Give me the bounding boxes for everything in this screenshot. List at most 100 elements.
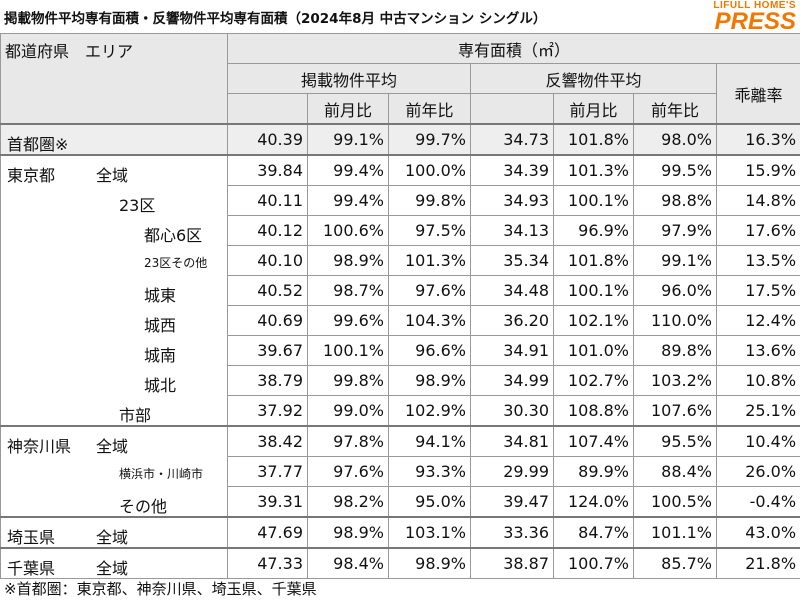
cell-value: 101.3% xyxy=(388,245,471,276)
cell-value: 43.0% xyxy=(715,516,800,549)
row-label: 城東 xyxy=(0,275,228,306)
cell-value: 100.6% xyxy=(307,215,389,246)
cell-value: 103.1% xyxy=(388,516,471,549)
header-blank xyxy=(227,93,308,125)
cell-value: 99.8% xyxy=(388,185,471,216)
cell-value: 34.48 xyxy=(470,275,554,306)
header-sub: 前月比 xyxy=(553,93,634,125)
table-row: 城南 39.67 100.1% 96.6% 34.91 101.0% 89.8% 13.6% xyxy=(0,335,800,366)
cell-value: 95.5% xyxy=(633,425,717,457)
cell-value: 25.1% xyxy=(715,395,800,427)
cell-value: 40.11 xyxy=(227,185,308,216)
cell-value: 95.0% xyxy=(388,486,471,518)
footnote: ※首都圏：東京都、神奈川県、埼玉県、千葉県 xyxy=(4,580,317,598)
cell-value: 100.1% xyxy=(553,275,634,306)
logo-top: LIFULL HOME'S xyxy=(713,0,796,11)
header-blank xyxy=(470,93,554,125)
table-row: 城西 40.69 99.6% 104.3% 36.20 102.1% 110.0% 12.4% xyxy=(0,305,800,336)
cell-value: 101.8% xyxy=(553,123,634,156)
area: 城南 xyxy=(144,345,177,365)
cell-value: 99.1% xyxy=(633,245,717,276)
cell-value: 97.6% xyxy=(388,275,471,306)
cell-value: 34.13 xyxy=(470,215,554,246)
prefecture: 首都圏※ xyxy=(7,135,69,154)
table-row: 千葉県 全域 47.33 98.4% 98.9% 38.87 100.7% 85.7% 21.8… xyxy=(0,547,800,579)
cell-value: 94.1% xyxy=(388,425,471,457)
cell-value: 29.99 xyxy=(470,456,554,487)
cell-value: 10.8% xyxy=(715,365,800,396)
cell-value: 98.9% xyxy=(307,245,389,276)
cell-value: 107.4% xyxy=(553,425,634,457)
cell-value: 37.77 xyxy=(227,456,308,487)
table-row: 城東 40.52 98.7% 97.6% 34.48 100.1% 96.0% 17.5% xyxy=(0,275,800,306)
header-sub: 前月比 xyxy=(307,93,389,125)
table-row: 市部 37.92 99.0% 102.9% 30.30 108.8% 107.6% 25.1% xyxy=(0,395,800,427)
title: 掲載物件平均専有面積・反響物件平均専有面積（2024年8月 中古マンション シン… xyxy=(4,11,547,27)
cell-value: 97.8% xyxy=(307,425,389,457)
cell-value: 102.9% xyxy=(388,395,471,427)
row-label: 23区 xyxy=(0,185,228,216)
table-row: その他 39.31 98.2% 95.0% 39.47 124.0% 100.5% -0.4% xyxy=(0,486,800,518)
cell-value: 12.4% xyxy=(715,305,800,336)
cell-value: 39.31 xyxy=(227,486,308,518)
cell-value: 13.6% xyxy=(715,335,800,366)
cell-value: 34.73 xyxy=(470,123,554,156)
cell-value: 96.6% xyxy=(388,335,471,366)
cell-value: 88.4% xyxy=(633,456,717,487)
row-label: 神奈川県 全域 xyxy=(0,425,228,457)
cell-value: 37.92 xyxy=(227,395,308,427)
row-label: 東京都 全域 xyxy=(0,154,228,186)
cell-value: 99.4% xyxy=(307,185,389,216)
logo: LIFULL HOME'S PRESS xyxy=(713,0,796,34)
cell-value: 38.79 xyxy=(227,365,308,396)
area: 全域 xyxy=(96,528,129,547)
cell-value: 124.0% xyxy=(553,486,634,518)
cell-value: 98.9% xyxy=(307,516,389,549)
table-row: 横浜市・川崎市 37.77 97.6% 93.3% 29.99 89.9% 88.4% 26.… xyxy=(0,456,800,487)
cell-value: 34.81 xyxy=(470,425,554,457)
row-label: 埼玉県 全域 xyxy=(0,516,228,548)
cell-value: 40.39 xyxy=(227,123,308,156)
cell-value: 98.8% xyxy=(633,185,717,216)
cell-value: 101.1% xyxy=(633,516,717,549)
area: 全域 xyxy=(96,559,129,578)
row-label: 23区その他 xyxy=(0,245,228,276)
cell-value: 99.8% xyxy=(307,365,389,396)
row-label: 城西 xyxy=(0,305,228,336)
table-row: 23区その他 40.10 98.9% 101.3% 35.34 101.8% 99.1% 13… xyxy=(0,245,800,276)
cell-value: 34.93 xyxy=(470,185,554,216)
cell-value: 100.1% xyxy=(307,335,389,366)
cell-value: 99.1% xyxy=(307,123,389,156)
cell-value: 35.34 xyxy=(470,245,554,276)
table-row: 23区 40.11 99.4% 99.8% 34.93 100.1% 98.8% 14.8% xyxy=(0,185,800,216)
cell-value: 33.36 xyxy=(470,516,554,549)
cell-value: 97.6% xyxy=(307,456,389,487)
cell-value: 40.52 xyxy=(227,275,308,306)
cell-value: 40.69 xyxy=(227,305,308,336)
cell-value: 98.9% xyxy=(388,365,471,396)
cell-value: 10.4% xyxy=(715,425,800,457)
cell-value: 14.8% xyxy=(715,185,800,216)
cell-value: 34.99 xyxy=(470,365,554,396)
cell-value: 40.12 xyxy=(227,215,308,246)
cell-value: 108.8% xyxy=(553,395,634,427)
table-row: 首都圏※ 40.39 99.1% 99.7% 34.73 101.8% 98.0% 16.3% xyxy=(0,123,800,156)
cell-value: 102.1% xyxy=(553,305,634,336)
cell-value: 100.1% xyxy=(553,185,634,216)
cell-value: 98.7% xyxy=(307,275,389,306)
header-inquired: 反響物件平均 xyxy=(470,63,717,94)
cell-value: 98.4% xyxy=(307,547,389,579)
cell-value: 16.3% xyxy=(715,123,800,156)
cell-value: 101.3% xyxy=(553,154,634,186)
cell-value: 101.0% xyxy=(553,335,634,366)
cell-value: 36.20 xyxy=(470,305,554,336)
cell-value: 96.0% xyxy=(633,275,717,306)
row-label: 都心6区 xyxy=(0,215,228,246)
header-sub: 前年比 xyxy=(633,93,717,125)
header-area: 専有面積（㎡） xyxy=(226,33,800,64)
table-row: 都心6区 40.12 100.6% 97.5% 34.13 96.9% 97.9% 17.6% xyxy=(0,215,800,246)
row-label: 市部 xyxy=(0,395,228,426)
cell-value: 99.6% xyxy=(307,305,389,336)
cell-value: 103.2% xyxy=(633,365,717,396)
cell-value: 39.67 xyxy=(227,335,308,366)
